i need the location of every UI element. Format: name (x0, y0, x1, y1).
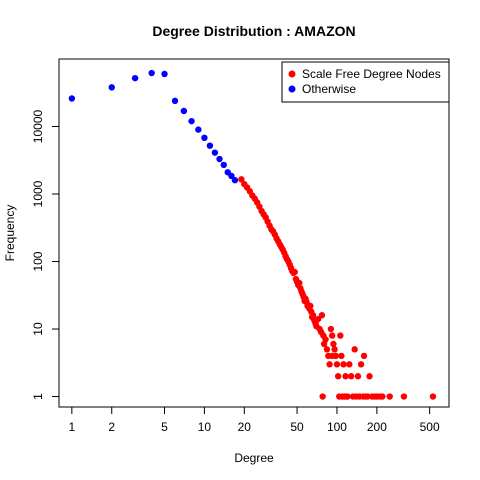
otherwise-point (108, 84, 115, 91)
scale-free-point (291, 268, 298, 276)
y-tick-label: 10000 (31, 110, 45, 144)
scale-free-point (343, 393, 350, 400)
scale-free-point (334, 373, 342, 380)
y-tick-label: 100 (31, 251, 45, 271)
otherwise-point (188, 117, 195, 125)
scale-free-point (326, 361, 333, 368)
scale-free-point (364, 393, 371, 400)
otherwise-point (201, 134, 208, 142)
otherwise-point (171, 97, 179, 105)
plot-frame (58, 58, 450, 408)
legend-box (281, 61, 450, 103)
scale-free-point (386, 393, 393, 400)
otherwise-point (180, 107, 188, 115)
scale-free-point (429, 393, 437, 400)
legend-label-otherwise: Otherwise (302, 82, 356, 96)
x-axis: 1 2 5 10 20 50 100 200 500 (69, 406, 440, 434)
scale-free-point (318, 312, 326, 319)
legend: Scale Free Degree Nodes Otherwise (281, 61, 450, 103)
data-points (68, 69, 437, 400)
x-tick-label: 5 (161, 420, 168, 434)
x-tick-label: 2 (108, 420, 115, 434)
scale-free-point (323, 346, 331, 353)
otherwise-point (131, 74, 139, 82)
chart-title: Degree Distribution : AMAZON (152, 23, 355, 39)
scale-free-point (328, 332, 336, 339)
scale-free-point (379, 393, 386, 400)
y-tick-label: 1000 (31, 180, 45, 207)
x-tick-label: 1 (69, 420, 76, 434)
scale-free-point (330, 340, 337, 348)
legend-marker-scale-free (288, 70, 296, 78)
x-tick-label: 10 (198, 420, 212, 434)
scale-free-point (238, 176, 245, 183)
scale-free-point (366, 373, 373, 380)
x-tick-label: 50 (290, 420, 304, 434)
scale-free-point (347, 373, 355, 380)
scale-free-point (351, 346, 358, 353)
y-axis-label: Frequency (3, 205, 17, 262)
legend-label-scale-free: Scale Free Degree Nodes (302, 67, 441, 81)
scale-free-point (337, 332, 344, 339)
scale-free-point (328, 352, 336, 360)
x-tick-label: 200 (367, 420, 387, 434)
otherwise-point (220, 161, 227, 169)
scale-free-point (319, 393, 326, 400)
otherwise-point (148, 69, 155, 77)
otherwise-point (216, 155, 223, 163)
scale-free-point (357, 361, 365, 368)
otherwise-point (206, 142, 214, 149)
otherwise-point (231, 177, 239, 184)
scale-free-point (346, 361, 353, 368)
y-tick-label: 1 (31, 393, 45, 400)
x-tick-label: 20 (238, 420, 252, 434)
scale-free-point (314, 315, 322, 323)
scale-free-point (354, 373, 362, 380)
scale-free-point (327, 325, 335, 333)
scale-free-point (333, 361, 341, 368)
x-axis-label: Degree (234, 451, 274, 465)
scale-free-point (340, 361, 347, 368)
y-tick-label: 10 (31, 322, 45, 336)
scale-free-point (360, 352, 368, 360)
otherwise-point (195, 126, 202, 133)
scale-free-point (322, 336, 329, 343)
scale-free-point (296, 279, 303, 287)
legend-marker-otherwise (288, 85, 296, 93)
otherwise-point (68, 95, 76, 102)
otherwise-point (161, 70, 168, 78)
scale-free-point (331, 346, 338, 353)
x-tick-label: 100 (327, 420, 347, 434)
scale-free-point (400, 393, 408, 400)
x-tick-label: 500 (420, 420, 440, 434)
otherwise-point (211, 149, 219, 156)
scale-free-point (342, 373, 349, 380)
otherwise-point (228, 172, 235, 180)
scale-free-point (338, 352, 345, 360)
scale-free-point (307, 302, 314, 310)
y-axis: 1 10 100 1000 10000 (31, 110, 60, 400)
